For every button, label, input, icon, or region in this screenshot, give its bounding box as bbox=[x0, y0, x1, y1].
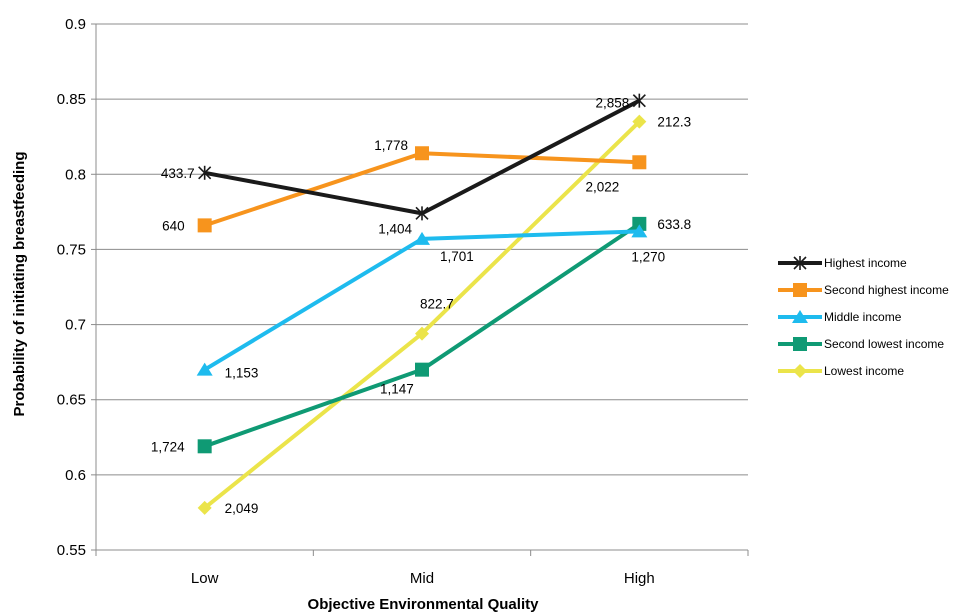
marker-square bbox=[415, 146, 429, 161]
axes bbox=[91, 23, 749, 556]
y-tick-label: 0.65 bbox=[57, 392, 86, 409]
data-label: 1,147 bbox=[380, 382, 414, 397]
marker-triangle bbox=[196, 362, 213, 376]
legend-label: Lowest income bbox=[824, 364, 904, 378]
x-tick-label: Mid bbox=[410, 570, 434, 587]
legend-item: Middle income bbox=[778, 310, 902, 324]
x-tick-label: High bbox=[624, 570, 655, 587]
marker-square bbox=[632, 216, 647, 231]
marker-triangle bbox=[792, 310, 808, 323]
x-tick-label: Low bbox=[191, 570, 219, 587]
data-label: 1,270 bbox=[631, 249, 665, 264]
x-axis-title: Objective Environmental Quality bbox=[308, 596, 540, 613]
marker-square bbox=[197, 439, 212, 454]
y-axis-title: Probability of initiating breastfeeding bbox=[11, 151, 28, 416]
marker-square bbox=[793, 283, 807, 297]
series-second-highest-income bbox=[197, 146, 647, 233]
y-tick-label: 0.55 bbox=[57, 542, 86, 559]
marker-square bbox=[793, 337, 807, 351]
data-label: 822.7 bbox=[420, 297, 454, 312]
marker-square bbox=[415, 362, 429, 377]
data-label: 1,778 bbox=[374, 138, 408, 153]
data-label: 2,049 bbox=[225, 501, 259, 516]
data-label: 640 bbox=[162, 218, 185, 233]
legend-label: Highest income bbox=[824, 256, 907, 270]
marker-diamond bbox=[632, 114, 647, 129]
legend-label: Middle income bbox=[824, 310, 902, 324]
legend-label: Second highest income bbox=[824, 283, 949, 297]
marker-star bbox=[415, 206, 429, 221]
data-label: 212.3 bbox=[657, 115, 691, 130]
data-label: 433.7 bbox=[161, 166, 195, 181]
legend: Highest income Second highest income Middl… bbox=[778, 256, 949, 378]
legend-item: Second highest income bbox=[778, 283, 949, 297]
data-label: 2,858 bbox=[596, 96, 630, 111]
y-tick-label: 0.75 bbox=[57, 241, 86, 258]
marker-square bbox=[632, 155, 647, 170]
y-tick-labels: 0.55 0.6 0.65 0.7 0.75 0.8 0.85 0.9 bbox=[57, 16, 86, 559]
data-labels: 433.7 1,404 2,858 640 1,778 2,022 1,153 1,701 1,… bbox=[151, 96, 691, 516]
series-middle-income bbox=[196, 224, 648, 376]
series-highest-income bbox=[198, 93, 646, 221]
data-label: 1,701 bbox=[440, 249, 474, 264]
data-label: 1,404 bbox=[378, 221, 412, 236]
data-label: 633.8 bbox=[657, 217, 691, 232]
legend-item: Highest income bbox=[778, 256, 907, 270]
y-tick-label: 0.8 bbox=[65, 166, 86, 183]
marker-triangle bbox=[414, 231, 430, 245]
marker-star bbox=[632, 93, 646, 108]
marker-star bbox=[793, 256, 807, 270]
x-tick-labels: Low Mid High bbox=[191, 570, 655, 587]
data-label: 1,153 bbox=[225, 366, 259, 381]
marker-diamond bbox=[415, 326, 429, 341]
marker-diamond bbox=[197, 500, 212, 515]
data-label: 1,724 bbox=[151, 439, 185, 454]
marker-triangle bbox=[631, 224, 648, 238]
y-tick-label: 0.85 bbox=[57, 91, 86, 108]
y-tick-label: 0.6 bbox=[65, 467, 86, 484]
y-tick-label: 0.7 bbox=[65, 317, 86, 334]
data-label: 2,022 bbox=[586, 179, 620, 194]
marker-square bbox=[197, 218, 212, 233]
series-lines bbox=[196, 93, 648, 515]
series-second-lowest-income bbox=[197, 216, 647, 454]
legend-item: Lowest income bbox=[778, 364, 904, 378]
series-lowest-income bbox=[197, 114, 647, 515]
legend-label: Second lowest income bbox=[824, 337, 944, 351]
marker-star bbox=[198, 165, 212, 180]
marker-diamond bbox=[793, 364, 807, 378]
y-tick-label: 0.9 bbox=[65, 16, 86, 33]
legend-item: Second lowest income bbox=[778, 337, 944, 351]
series-line bbox=[203, 120, 641, 510]
